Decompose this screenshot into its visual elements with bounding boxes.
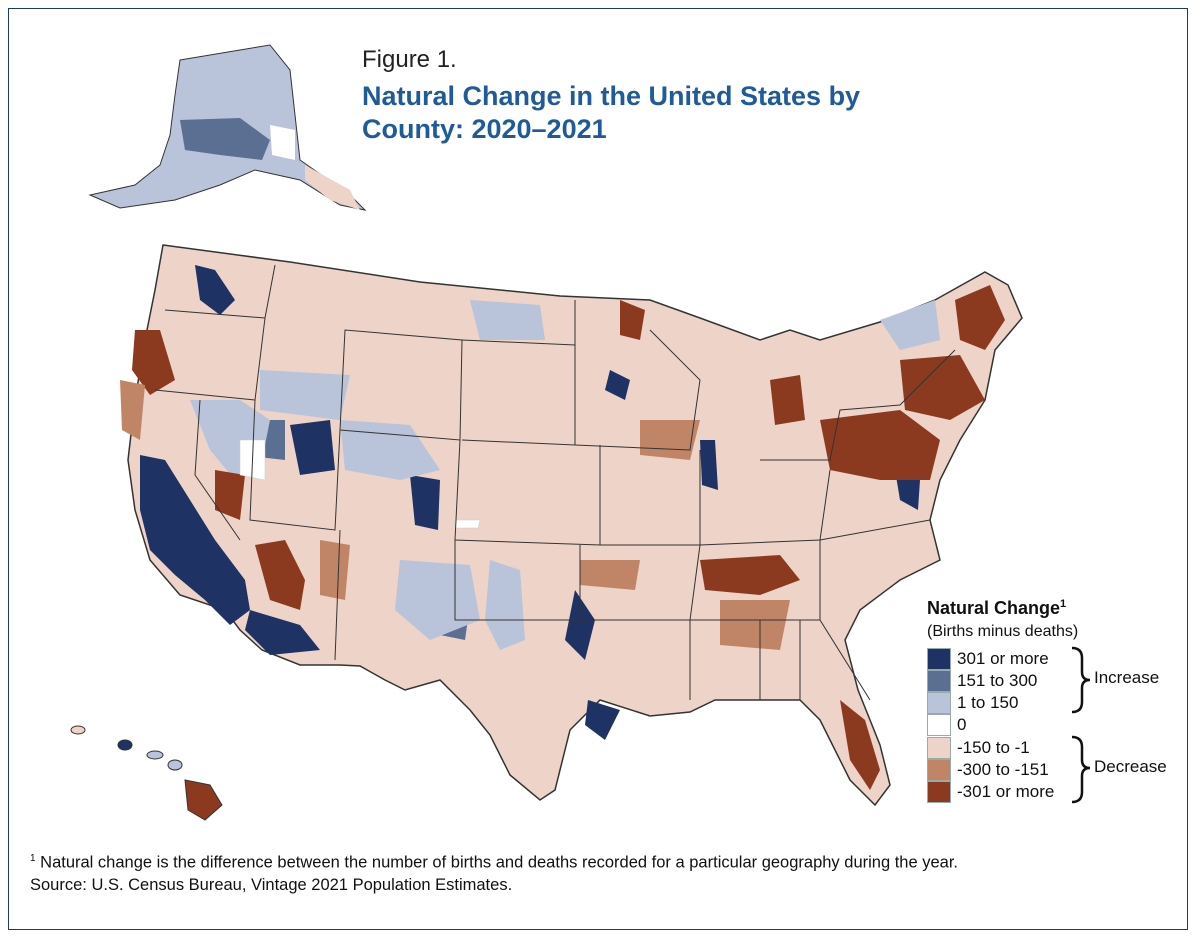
legend-swatch [927, 781, 951, 803]
legend-label: 301 or more [957, 649, 1049, 668]
legend-group-decrease: Decrease [1094, 757, 1167, 776]
footnote-note-text: Natural change is the difference between… [40, 853, 959, 872]
alaska-white-region [270, 125, 295, 160]
state-borders [154, 264, 956, 701]
legend-label: 0 [957, 715, 967, 734]
footnote: 1 Natural change is the difference betwe… [30, 848, 1130, 896]
legend-label: -150 to -1 [957, 738, 1030, 757]
legend-label: -301 or more [957, 782, 1055, 801]
region-1-to-150 [190, 300, 940, 650]
legend-item: 0 [927, 714, 966, 736]
legend-swatch [927, 692, 951, 714]
legend-label: 1 to 150 [957, 693, 1019, 712]
legend-label: 151 to 300 [957, 671, 1038, 690]
legend-label: -300 to -151 [957, 760, 1049, 779]
legend-item: -300 to -151 [927, 759, 1049, 781]
legend-item: -150 to -1 [927, 737, 1030, 759]
legend-swatch [927, 648, 951, 670]
legend-item: 151 to 300 [927, 670, 1037, 692]
alaska-dark-region [180, 118, 270, 160]
decrease-brace [1071, 735, 1091, 804]
legend-title: Natural Change1 [927, 598, 1066, 619]
region-301-or-more [140, 265, 920, 740]
legend-swatch [927, 670, 951, 692]
legend-item: 1 to 150 [927, 692, 1018, 714]
increase-brace [1071, 646, 1091, 714]
legend-swatch [927, 737, 951, 759]
legend-swatch [927, 759, 951, 781]
legend-group-increase: Increase [1094, 668, 1160, 687]
footnote-source: Source: U.S. Census Bureau, Vintage 2021… [30, 875, 513, 894]
legend-item: 301 or more [927, 648, 1049, 670]
alaska-pink-region [305, 165, 360, 210]
legend-subtitle: (Births minus deaths) [927, 623, 1079, 640]
figure-label: Figure 1. [362, 46, 457, 73]
legend-swatch [927, 714, 951, 736]
legend-item: -301 or more [927, 781, 1054, 803]
hawaii [70, 725, 223, 821]
footnote-note: 1 Natural change is the difference betwe… [30, 848, 1130, 874]
figure-title: Natural Change in the United States by C… [362, 81, 861, 144]
legend-title-text: Natural Change [927, 598, 1061, 618]
region-301-or-more-decrease [132, 285, 1005, 790]
legend-title-marker: 1 [1060, 598, 1067, 610]
footnote-marker: 1 [30, 853, 36, 864]
